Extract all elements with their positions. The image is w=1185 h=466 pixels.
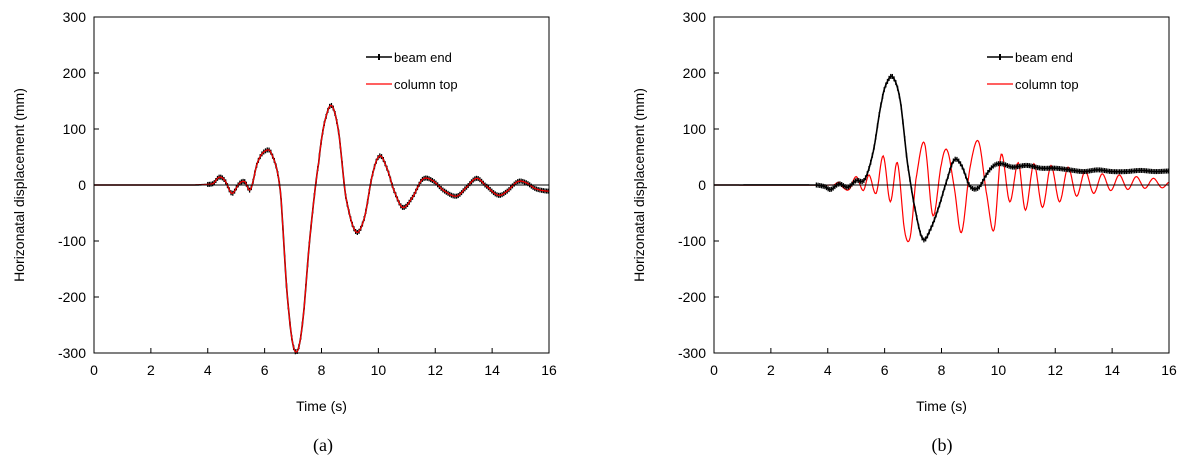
x-tick-label-b: 2: [767, 362, 775, 378]
legend-label-column-top-b: column top: [1015, 77, 1079, 92]
x-tick-label-a: 14: [484, 362, 500, 378]
caption-a: (a): [313, 435, 333, 456]
x-axis-label-a: Time (s): [296, 398, 347, 414]
y-tick-label-a: 0: [78, 177, 86, 193]
x-tick-label-a: 0: [90, 362, 98, 378]
x-tick-label-a: 8: [318, 362, 326, 378]
y-tick-label-b: 100: [683, 121, 707, 137]
y-tick-label-a: 300: [63, 9, 87, 25]
legend-label-column-top-a: column top: [394, 77, 458, 92]
legend-a: beam end column top: [366, 50, 458, 92]
series-markers-b: [815, 73, 1169, 243]
y-tick-label-a: -200: [58, 289, 86, 305]
x-tick-label-b: 4: [824, 362, 832, 378]
x-tick-label-b: 8: [938, 362, 946, 378]
x-tick-label-a: 16: [541, 362, 557, 378]
series-markers-a: [207, 102, 549, 355]
x-tick-label-a: 10: [371, 362, 387, 378]
y-axis-label-a: Horizonatal displacement (mm): [11, 88, 27, 282]
y-tick-label-b: 300: [683, 9, 707, 25]
caption-b: (b): [932, 435, 953, 456]
x-tick-label-a: 4: [204, 362, 212, 378]
y-tick-label-a: -100: [58, 233, 86, 249]
x-tick-label-b: 10: [991, 362, 1007, 378]
y-tick-label-b: 0: [698, 177, 706, 193]
series-layer-a: [94, 102, 550, 355]
ticks-a: 0 2 4 6 8 10 12 14 16 -300 -200 -100 0 100 200 300: [58, 9, 557, 378]
legend-label-beam-end-b: beam end: [1015, 50, 1073, 65]
x-axis-label-b: Time (s): [916, 398, 967, 414]
y-tick-label-b: 200: [683, 65, 707, 81]
x-tick-label-b: 12: [1047, 362, 1063, 378]
legend-label-beam-end-a: beam end: [394, 50, 452, 65]
x-tick-label-b: 0: [710, 362, 718, 378]
y-axis-label-b: Horizonatal displacement (mm): [631, 88, 647, 282]
chart-panel-b: 0 2 4 6 8 10 12 14 16 -300 -200 -100 0 100 200 300 Time…: [631, 9, 1177, 456]
y-tick-label-b: -300: [678, 345, 706, 361]
x-tick-label-a: 12: [427, 362, 443, 378]
y-tick-label-b: -200: [678, 289, 706, 305]
x-tick-label-b: 16: [1161, 362, 1177, 378]
y-tick-label-a: 200: [63, 65, 87, 81]
series-line-column-top-b: [714, 139, 1170, 243]
y-tick-label-a: -300: [58, 345, 86, 361]
series-line-beam-end-b: [714, 75, 1169, 241]
y-tick-label-a: 100: [63, 121, 87, 137]
x-tick-label-b: 14: [1104, 362, 1120, 378]
ticks-b: 0 2 4 6 8 10 12 14 16 -300 -200 -100 0 100 200 300: [678, 9, 1177, 378]
legend-b: beam end column top: [987, 50, 1079, 92]
x-tick-label-b: 6: [881, 362, 889, 378]
x-tick-label-a: 2: [147, 362, 155, 378]
y-tick-label-b: -100: [678, 233, 706, 249]
chart-panel-a: 0 2 4 6 8 10 12 14 16 -300 -200 -100 0 100 200 300 Time…: [11, 9, 557, 456]
series-layer-b: [714, 73, 1170, 243]
series-line-column-top-a: [94, 104, 550, 353]
x-tick-label-a: 6: [261, 362, 269, 378]
